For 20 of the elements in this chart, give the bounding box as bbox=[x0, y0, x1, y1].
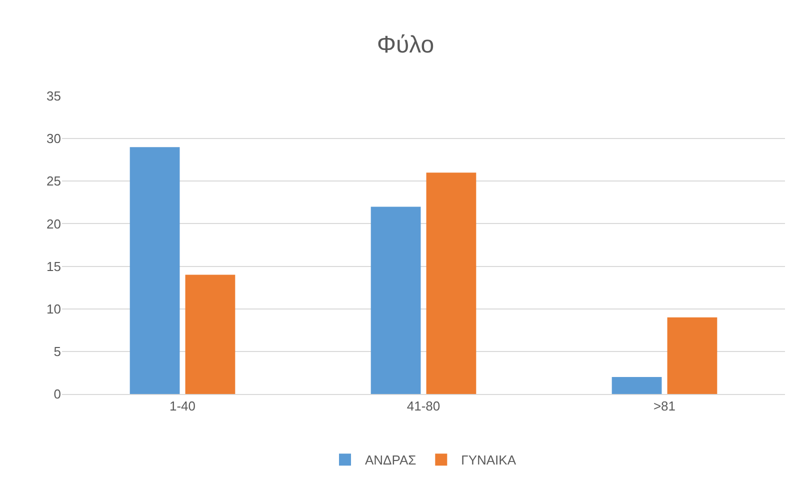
x-tick-label: >81 bbox=[653, 398, 676, 414]
legend-label: ΓΥΝΑΙΚΑ bbox=[461, 452, 516, 468]
y-tick-label: 10 bbox=[46, 301, 61, 316]
bar bbox=[612, 376, 662, 394]
y-tick-label: 5 bbox=[54, 344, 61, 359]
legend-label: ΑΝΔΡΑΣ bbox=[365, 452, 416, 468]
bar bbox=[667, 317, 718, 394]
y-tick-label: 20 bbox=[46, 216, 61, 232]
bar bbox=[426, 172, 476, 394]
y-tick-label: 25 bbox=[46, 174, 61, 189]
bar bbox=[185, 274, 236, 394]
bar bbox=[370, 206, 421, 394]
chart-title: Φύλο bbox=[376, 32, 434, 58]
y-tick-label: 35 bbox=[46, 88, 61, 104]
x-tick-label: 1-40 bbox=[169, 398, 196, 414]
y-tick-label: 0 bbox=[54, 386, 61, 402]
bar bbox=[130, 147, 180, 394]
y-tick-label: 30 bbox=[46, 131, 61, 146]
y-tick-label: 15 bbox=[46, 258, 61, 274]
x-tick-label: 41-80 bbox=[406, 398, 440, 414]
